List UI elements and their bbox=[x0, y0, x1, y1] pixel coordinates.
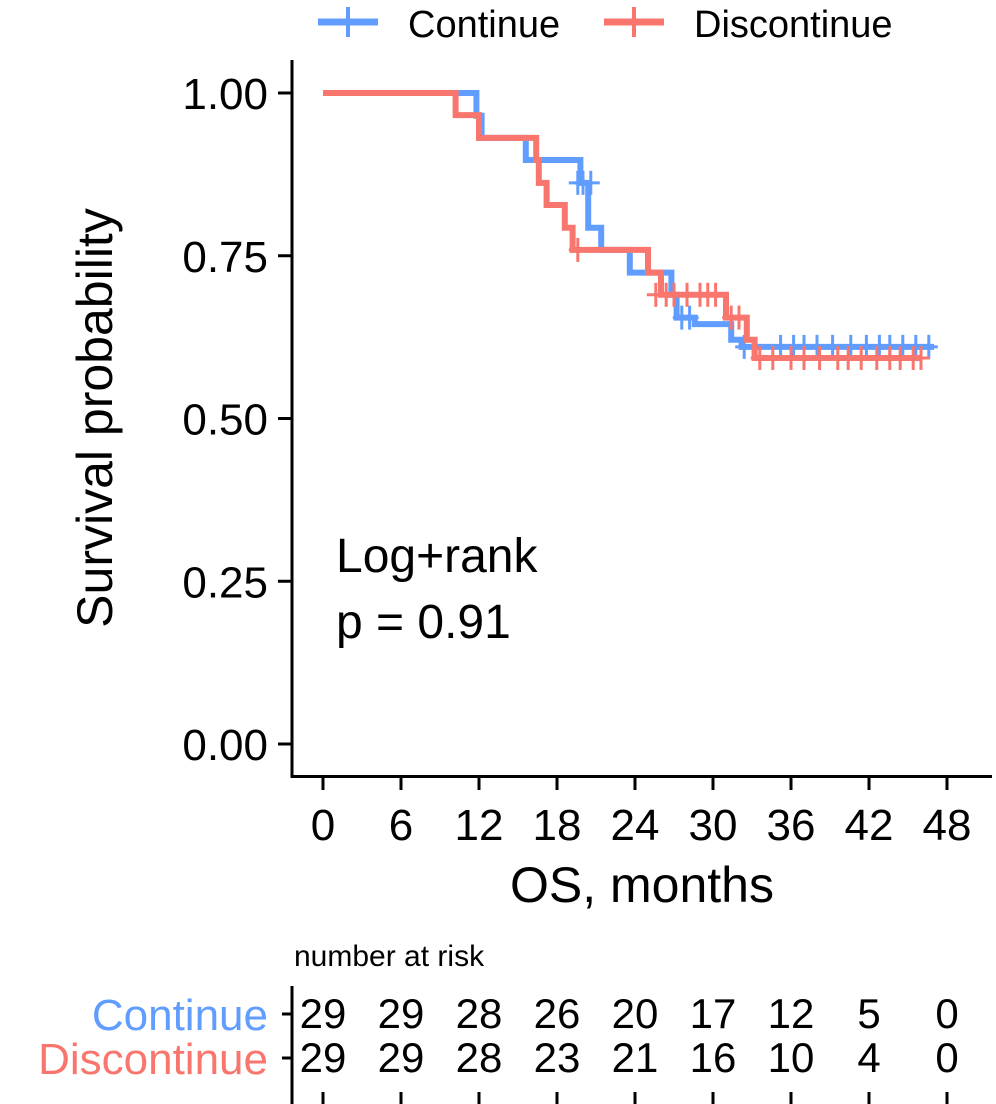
x-tick-label: 6 bbox=[389, 801, 413, 850]
risk-count: 12 bbox=[768, 990, 815, 1037]
risk-count: 10 bbox=[768, 1034, 815, 1081]
x-tick-label: 30 bbox=[689, 801, 738, 850]
x-tick-label: 42 bbox=[845, 801, 894, 850]
risk-count: 0 bbox=[935, 990, 958, 1037]
risk-count: 20 bbox=[612, 990, 659, 1037]
risk-row-label: Discontinue bbox=[38, 1035, 268, 1084]
legend-label: Continue bbox=[408, 4, 560, 46]
risk-count: 0 bbox=[935, 1034, 958, 1081]
risk-count: 21 bbox=[612, 1034, 659, 1081]
x-tick-label: 48 bbox=[923, 801, 972, 850]
x-axis-label: OS, months bbox=[510, 857, 774, 913]
y-axis-label: Survival probability bbox=[67, 208, 123, 628]
risk-count: 26 bbox=[534, 990, 581, 1037]
risk-count: 28 bbox=[456, 1034, 503, 1081]
y-tick-label: 0.00 bbox=[182, 721, 268, 770]
curve-discontinue bbox=[323, 90, 921, 361]
risk-count: 28 bbox=[456, 990, 503, 1037]
x-tick-label: 24 bbox=[611, 801, 660, 850]
risk-count: 23 bbox=[534, 1034, 581, 1081]
axes bbox=[290, 60, 992, 778]
risk-count: 17 bbox=[690, 990, 737, 1037]
risk-count: 16 bbox=[690, 1034, 737, 1081]
y-tick-label: 0.50 bbox=[182, 396, 268, 445]
curve-continue bbox=[323, 90, 934, 350]
risk-count: 29 bbox=[300, 1034, 347, 1081]
risk-count: 5 bbox=[857, 990, 880, 1037]
annotation-p-value: p = 0.91 bbox=[336, 596, 511, 649]
risk-row-label: Continue bbox=[92, 991, 268, 1040]
x-tick-label: 36 bbox=[767, 801, 816, 850]
risk-count: 29 bbox=[300, 990, 347, 1037]
risk-table-title: number at risk bbox=[294, 940, 485, 973]
risk-count: 29 bbox=[378, 990, 425, 1037]
x-tick-label: 0 bbox=[311, 801, 335, 850]
x-tick-label: 18 bbox=[533, 801, 582, 850]
axis-ticks: 0.00 0.25 0.50 0.75 1.00 0 6 12 18 24 30 36 42 48 bbox=[182, 70, 971, 850]
y-tick-label: 1.00 bbox=[182, 70, 268, 119]
annotation-test-name: Log+rank bbox=[336, 530, 538, 583]
y-tick-label: 0.75 bbox=[182, 233, 268, 282]
risk-count: 29 bbox=[378, 1034, 425, 1081]
x-tick-label: 12 bbox=[455, 801, 504, 850]
survival-curves bbox=[323, 90, 938, 370]
risk-count: 4 bbox=[857, 1034, 880, 1081]
legend: Continue Discontinue bbox=[318, 4, 893, 46]
legend-label: Discontinue bbox=[694, 4, 893, 46]
y-tick-label: 0.25 bbox=[182, 558, 268, 607]
